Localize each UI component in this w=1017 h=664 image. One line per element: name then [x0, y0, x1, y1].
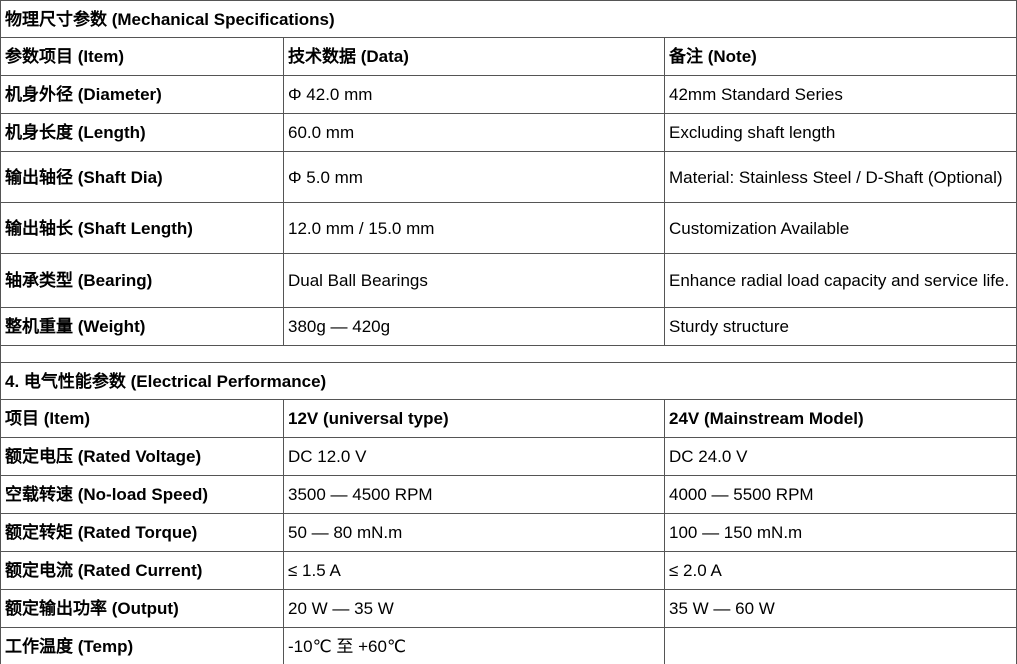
- data-cell: Φ 42.0 mm: [283, 75, 665, 114]
- data-cell: 12.0 mm / 15.0 mm: [283, 202, 665, 254]
- data-cell: Sturdy structure: [664, 307, 1017, 346]
- section-title: 物理尺寸参数 (Mechanical Specifications): [0, 0, 1017, 38]
- cell-text: Φ 5.0 mm: [288, 167, 363, 187]
- cell-text: 12.0 mm / 15.0 mm: [288, 218, 435, 238]
- cell-text: 12V (universal type): [288, 409, 449, 428]
- cell-text: ≤ 1.5 A: [288, 561, 341, 580]
- cell-text: 轴承类型 (Bearing): [5, 271, 153, 290]
- cell-text: 100 — 150 mN.m: [669, 523, 803, 542]
- data-cell: 42mm Standard Series: [664, 75, 1017, 114]
- data-cell: DC 12.0 V: [283, 437, 665, 476]
- cell-text: 额定输出功率 (Output): [5, 599, 179, 618]
- cell-text: 机身长度 (Length): [5, 123, 146, 142]
- spacer-row: [0, 345, 1017, 363]
- cell-text: 24V (Mainstream Model): [669, 409, 864, 428]
- cell-text: 35 W — 60 W: [669, 599, 775, 618]
- cell-text: 整机重量 (Weight): [5, 317, 146, 336]
- data-cell: 100 — 150 mN.m: [664, 513, 1017, 552]
- data-cell: Material: Stainless Steel / D-Shaft (Opt…: [664, 151, 1017, 203]
- row-label: 额定转矩 (Rated Torque): [0, 513, 284, 552]
- row-label: 输出轴径 (Shaft Dia): [0, 151, 284, 203]
- header-cell: 参数项目 (Item): [0, 37, 284, 76]
- cell-text: Dual Ball Bearings: [288, 271, 428, 290]
- data-cell: 3500 — 4500 RPM: [283, 475, 665, 514]
- cell-text: -10℃ 至 +60℃: [288, 637, 407, 656]
- cell-text: 60.0 mm: [288, 123, 355, 142]
- data-cell: Customization Available: [664, 202, 1017, 254]
- cell-text: Material: Stainless Steel / D-Shaft (Opt…: [669, 167, 1003, 187]
- cell-text: DC 24.0 V: [669, 447, 748, 466]
- cell-text: DC 12.0 V: [288, 447, 367, 466]
- cell-text: 额定转矩 (Rated Torque): [5, 523, 198, 542]
- data-cell: ≤ 2.0 A: [664, 551, 1017, 590]
- cell-text: 3500 — 4500 RPM: [288, 485, 433, 504]
- cell-text: 额定电流 (Rated Current): [5, 561, 203, 580]
- cell-text: 380g — 420g: [288, 317, 391, 336]
- data-cell: -10℃ 至 +60℃: [283, 627, 665, 664]
- row-label: 输出轴长 (Shaft Length): [0, 202, 284, 254]
- data-cell: 35 W — 60 W: [664, 589, 1017, 628]
- row-label: 轴承类型 (Bearing): [0, 253, 284, 308]
- cell-text: 机身外径 (Diameter): [5, 85, 162, 104]
- cell-text: Excluding shaft length: [669, 123, 836, 142]
- data-cell: 50 — 80 mN.m: [283, 513, 665, 552]
- cell-text: 物理尺寸参数 (Mechanical Specifications): [5, 9, 335, 29]
- cell-text: Customization Available: [669, 218, 850, 238]
- section-title: 4. 电气性能参数 (Electrical Performance): [0, 362, 1017, 400]
- data-cell: 60.0 mm: [283, 113, 665, 152]
- header-cell: 技术数据 (Data): [283, 37, 665, 76]
- header-cell: 备注 (Note): [664, 37, 1017, 76]
- data-cell: [664, 627, 1017, 664]
- cell-text: 输出轴径 (Shaft Dia): [5, 167, 163, 187]
- row-label: 机身长度 (Length): [0, 113, 284, 152]
- cell-text: Φ 42.0 mm: [288, 85, 373, 104]
- data-cell: DC 24.0 V: [664, 437, 1017, 476]
- cell-text: ≤ 2.0 A: [669, 561, 722, 580]
- cell-text: 50 — 80 mN.m: [288, 523, 403, 542]
- cell-text: Enhance radial load capacity and service…: [669, 271, 1010, 290]
- data-cell: 4000 — 5500 RPM: [664, 475, 1017, 514]
- cell-text: 额定电压 (Rated Voltage): [5, 447, 202, 466]
- header-cell: 12V (universal type): [283, 399, 665, 438]
- header-cell: 项目 (Item): [0, 399, 284, 438]
- cell-text: 输出轴长 (Shaft Length): [5, 218, 193, 238]
- data-cell: ≤ 1.5 A: [283, 551, 665, 590]
- data-cell: 380g — 420g: [283, 307, 665, 346]
- row-label: 额定电压 (Rated Voltage): [0, 437, 284, 476]
- cell-text: 20 W — 35 W: [288, 599, 394, 618]
- cell-text: 项目 (Item): [5, 409, 90, 428]
- cell-text: 备注 (Note): [669, 47, 757, 66]
- header-cell: 24V (Mainstream Model): [664, 399, 1017, 438]
- data-cell: 20 W — 35 W: [283, 589, 665, 628]
- row-label: 额定输出功率 (Output): [0, 589, 284, 628]
- cell-text: 42mm Standard Series: [669, 85, 843, 104]
- cell-text: Sturdy structure: [669, 317, 789, 336]
- data-cell: Enhance radial load capacity and service…: [664, 253, 1017, 308]
- data-cell: Dual Ball Bearings: [283, 253, 665, 308]
- cell-text: 4. 电气性能参数 (Electrical Performance): [5, 371, 327, 391]
- cell-text: 4000 — 5500 RPM: [669, 485, 814, 504]
- row-label: 整机重量 (Weight): [0, 307, 284, 346]
- cell-text: 参数项目 (Item): [5, 47, 124, 66]
- data-cell: Excluding shaft length: [664, 113, 1017, 152]
- cell-text: 空载转速 (No-load Speed): [5, 485, 209, 504]
- cell-text: 工作温度 (Temp): [5, 637, 134, 656]
- cell-text: 技术数据 (Data): [288, 47, 409, 66]
- row-label: 机身外径 (Diameter): [0, 75, 284, 114]
- row-label: 空载转速 (No-load Speed): [0, 475, 284, 514]
- data-cell: Φ 5.0 mm: [283, 151, 665, 203]
- row-label: 额定电流 (Rated Current): [0, 551, 284, 590]
- row-label: 工作温度 (Temp): [0, 627, 284, 664]
